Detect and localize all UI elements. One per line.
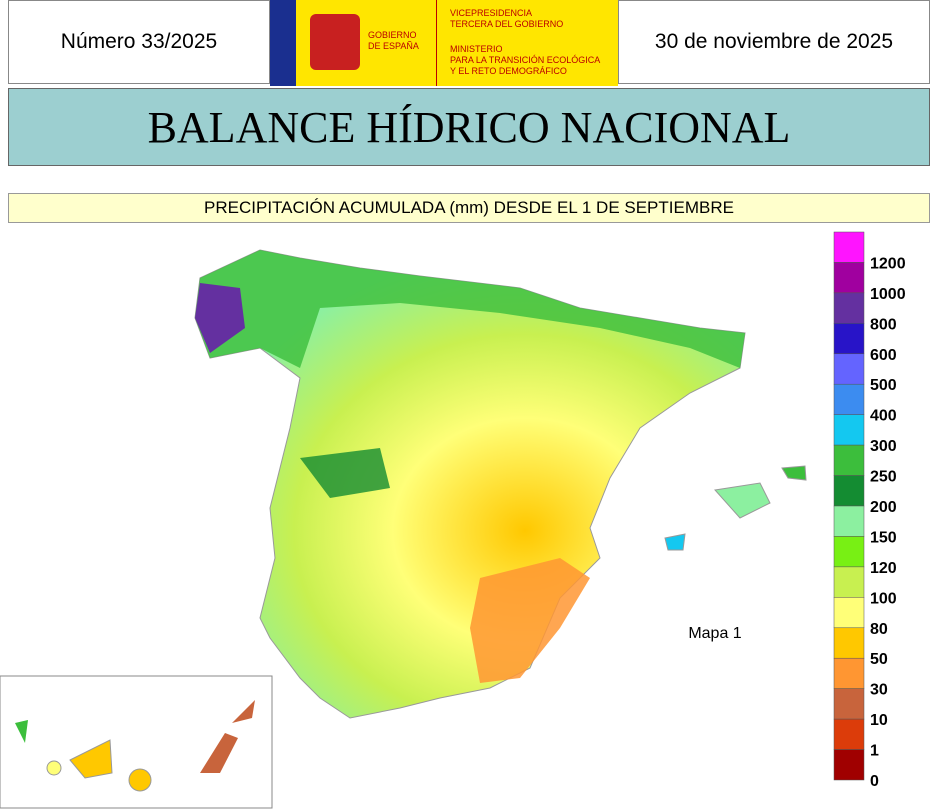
island xyxy=(69,739,113,779)
galicia-max xyxy=(195,283,245,353)
logo-divider xyxy=(436,0,437,86)
legend-label: 300 xyxy=(870,438,897,455)
menorca xyxy=(781,465,807,481)
ibiza xyxy=(664,533,686,551)
logo-government: GOBIERNO DE ESPAÑA xyxy=(368,30,419,52)
mallorca xyxy=(714,482,771,519)
legend-swatch xyxy=(833,383,865,415)
bulletin-number: Número 33/2025 xyxy=(8,0,270,84)
map-label: Mapa 1 xyxy=(688,625,741,642)
legend-swatch xyxy=(833,505,865,537)
legend-label: 1 xyxy=(870,743,879,760)
legend-swatch xyxy=(833,566,865,598)
legend-swatch xyxy=(833,414,865,446)
legend-swatch xyxy=(833,292,865,324)
logo-ministry: MINISTERIO PARA LA TRANSICIÓN ECOLÓGICA … xyxy=(450,44,600,77)
legend-swatch xyxy=(833,262,865,294)
bulletin-date: 30 de noviembre de 2025 xyxy=(618,0,930,84)
legend-label: 400 xyxy=(870,408,897,425)
island xyxy=(232,700,255,723)
legend-swatch xyxy=(833,749,865,781)
legend-label: 1200 xyxy=(870,255,906,272)
central-wet-zone xyxy=(300,448,390,498)
legend-label: 500 xyxy=(870,377,897,394)
logo-text: DE ESPAÑA xyxy=(368,41,419,51)
coat-of-arms xyxy=(310,14,360,70)
island xyxy=(46,760,62,776)
logo-text: GOBIERNO xyxy=(368,30,417,40)
legend-swatch xyxy=(833,475,865,507)
legend: 1200100080060050040030025020015012010080… xyxy=(833,231,906,790)
legend-label: 10 xyxy=(870,712,888,729)
legend-label: 30 xyxy=(870,682,888,699)
legend-label: 200 xyxy=(870,499,897,516)
legend-swatch xyxy=(833,536,865,568)
southeast-dry-zone xyxy=(470,558,590,683)
logo-vicepresidency: VICEPRESIDENCIA TERCERA DEL GOBIERNO xyxy=(450,8,563,30)
logo-text: TERCERA DEL GOBIERNO xyxy=(450,19,564,29)
island xyxy=(15,720,28,743)
legend-label: 80 xyxy=(870,621,888,638)
map: Mapa 1 120010008006005004003002502001501… xyxy=(0,231,906,809)
legend-label: 250 xyxy=(870,469,897,486)
government-logo: GOBIERNO DE ESPAÑA VICEPRESIDENCIA TERCE… xyxy=(270,0,618,86)
legend-label: 50 xyxy=(870,651,888,668)
legend-swatch xyxy=(833,718,865,750)
legend-swatch xyxy=(833,657,865,689)
legend-swatch xyxy=(833,597,865,629)
legend-swatch xyxy=(833,323,865,355)
legend-label: 1000 xyxy=(870,286,906,303)
canarias-inset xyxy=(0,675,273,809)
legend-label: 100 xyxy=(870,590,897,607)
legend-swatch xyxy=(833,444,865,476)
legend-swatch xyxy=(833,353,865,385)
subtitle: PRECIPITACIÓN ACUMULADA (mm) DESDE EL 1 … xyxy=(8,193,930,223)
north-wet-zone xyxy=(195,250,745,368)
logo-text: VICEPRESIDENCIA xyxy=(450,8,533,18)
logo-text: PARA LA TRANSICIÓN ECOLÓGICA xyxy=(450,55,601,65)
legend-label: 0 xyxy=(870,773,879,790)
island xyxy=(128,768,152,792)
legend-label: 600 xyxy=(870,347,897,364)
legend-swatch xyxy=(833,231,865,263)
logo-text: MINISTERIO xyxy=(450,44,503,54)
legend-label: 150 xyxy=(870,529,897,546)
legend-label: 800 xyxy=(870,316,897,333)
legend-label: 120 xyxy=(870,560,897,577)
legend-swatch xyxy=(833,627,865,659)
island xyxy=(200,733,238,773)
legend-swatch xyxy=(833,688,865,720)
title: BALANCE HÍDRICO NACIONAL xyxy=(8,88,930,166)
logo-band xyxy=(270,0,296,86)
logo-text: Y EL RETO DEMOGRÁFICO xyxy=(450,66,567,76)
